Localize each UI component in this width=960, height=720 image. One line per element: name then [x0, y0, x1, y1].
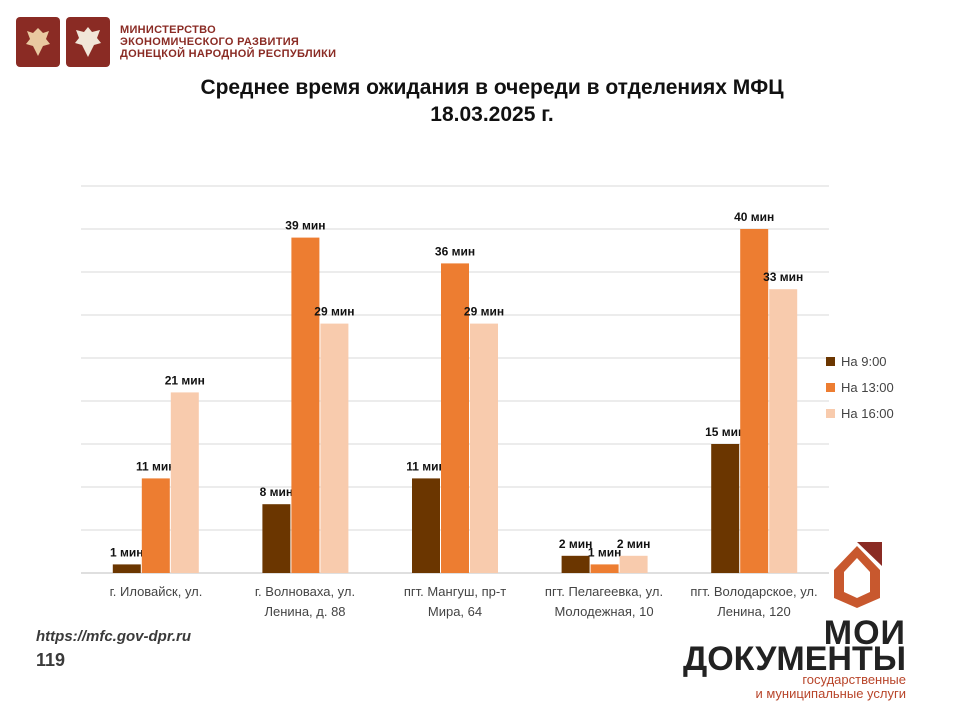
bar: [441, 263, 469, 573]
bar: [112, 564, 141, 573]
category-label-line: Молодежная, 10: [554, 604, 654, 619]
bar: [412, 478, 440, 573]
data-label: 1 мин: [110, 545, 144, 559]
data-label: 40 мин: [734, 210, 774, 224]
bar: [740, 229, 769, 573]
data-label: 29 мин: [464, 305, 504, 319]
data-label: 2 мин: [559, 537, 593, 551]
category-label: г. Волноваха, ул. Ленина, д. 88: [230, 582, 380, 622]
bar: [291, 237, 320, 573]
ministry-line: МИНИСТЕРСТВО: [120, 24, 216, 36]
chart-title: Среднее время ожидания в очереди в отдел…: [200, 76, 784, 99]
my-documents-logo-icon: [834, 542, 882, 608]
data-label: 21 мин: [165, 373, 205, 387]
bar: [170, 392, 199, 573]
category-label-line: Ленина, д. 88: [264, 604, 346, 619]
legend-item-13: На 13:00: [826, 374, 894, 400]
category-label: пгт. Володарское, ул. Ленина, 120: [679, 582, 829, 622]
data-label: 2 мин: [617, 537, 651, 551]
dpr-emblem-icon: [66, 17, 110, 67]
data-label: 8 мин: [260, 485, 294, 499]
brand-tagline-line1: государственные: [802, 672, 906, 687]
legend-swatch: [826, 382, 835, 392]
category-label-line: г. Иловайск, ул.: [109, 584, 203, 599]
bar: [320, 323, 349, 573]
bar: [619, 555, 648, 573]
data-label: 36 мин: [435, 244, 475, 258]
chart-title-block: Среднее время ожидания в очереди в отдел…: [0, 74, 960, 128]
data-label: 29 мин: [314, 305, 354, 319]
ministry-line: ЭКОНОМИЧЕСКОГО РАЗВИТИЯ: [120, 36, 300, 48]
brand-block: МОИ ДОКУМЕНТЫ государственные и муниципа…: [683, 540, 910, 701]
bar: [262, 504, 291, 573]
legend: На 9:00 На 13:00 На 16:00: [826, 348, 894, 426]
header: МИНИСТЕРСТВО ЭКОНОМИЧЕСКОГО РАЗВИТИЯ ДОН…: [16, 16, 336, 68]
legend-label: На 16:00: [841, 405, 894, 421]
data-label: 33 мин: [763, 270, 803, 284]
data-label: 11 мин: [136, 459, 176, 473]
legend-label: На 13:00: [841, 379, 894, 395]
russia-emblem-icon: [16, 17, 60, 67]
brand-name-line1: МОИ: [823, 614, 906, 652]
legend-label: На 9:00: [841, 353, 887, 369]
category-label: пгт. Мангуш, пр-т Мира, 64: [380, 582, 530, 622]
data-label: 11 мин: [406, 459, 446, 473]
category-label-line: г. Волноваха, ул.: [254, 584, 356, 599]
category-label-line: Ленина, 120: [717, 604, 791, 619]
footer-url[interactable]: https://mfc.gov-dpr.ru: [36, 628, 191, 645]
brand-tagline-line2: и муниципальные услуги: [755, 686, 906, 701]
bar: [141, 478, 170, 573]
category-label-line: пгт. Володарское, ул.: [690, 584, 818, 599]
legend-item-16: На 16:00: [826, 400, 894, 426]
category-label: пгт. Пелагеевка, ул. Молодежная, 10: [529, 582, 679, 622]
category-label-line: пгт. Мангуш, пр-т: [403, 584, 507, 599]
category-label-line: пгт. Пелагеевка, ул.: [544, 584, 664, 599]
legend-swatch: [826, 408, 835, 418]
bar: [470, 323, 498, 573]
category-label: г. Иловайск, ул.: [81, 582, 231, 602]
category-label-line: Мира, 64: [427, 604, 483, 619]
brand-name-line2: ДОКУМЕНТЫ: [682, 640, 906, 678]
bar: [769, 289, 798, 573]
bar: [590, 564, 619, 573]
bar: [561, 555, 590, 573]
data-label: 39 мин: [285, 219, 325, 233]
bar: [711, 444, 740, 573]
page-number: 119: [36, 650, 66, 670]
legend-swatch: [826, 356, 835, 366]
ministry-name: МИНИСТЕРСТВО ЭКОНОМИЧЕСКОГО РАЗВИТИЯ ДОН…: [120, 24, 336, 60]
ministry-line: ДОНЕЦКОЙ НАРОДНОЙ РЕСПУБЛИКИ: [120, 48, 337, 60]
data-label: 15 мин: [705, 425, 745, 439]
chart-subtitle: 18.03.2025 г.: [430, 103, 554, 126]
legend-item-9: На 9:00: [826, 348, 894, 374]
data-label: 1 мин: [588, 545, 622, 559]
